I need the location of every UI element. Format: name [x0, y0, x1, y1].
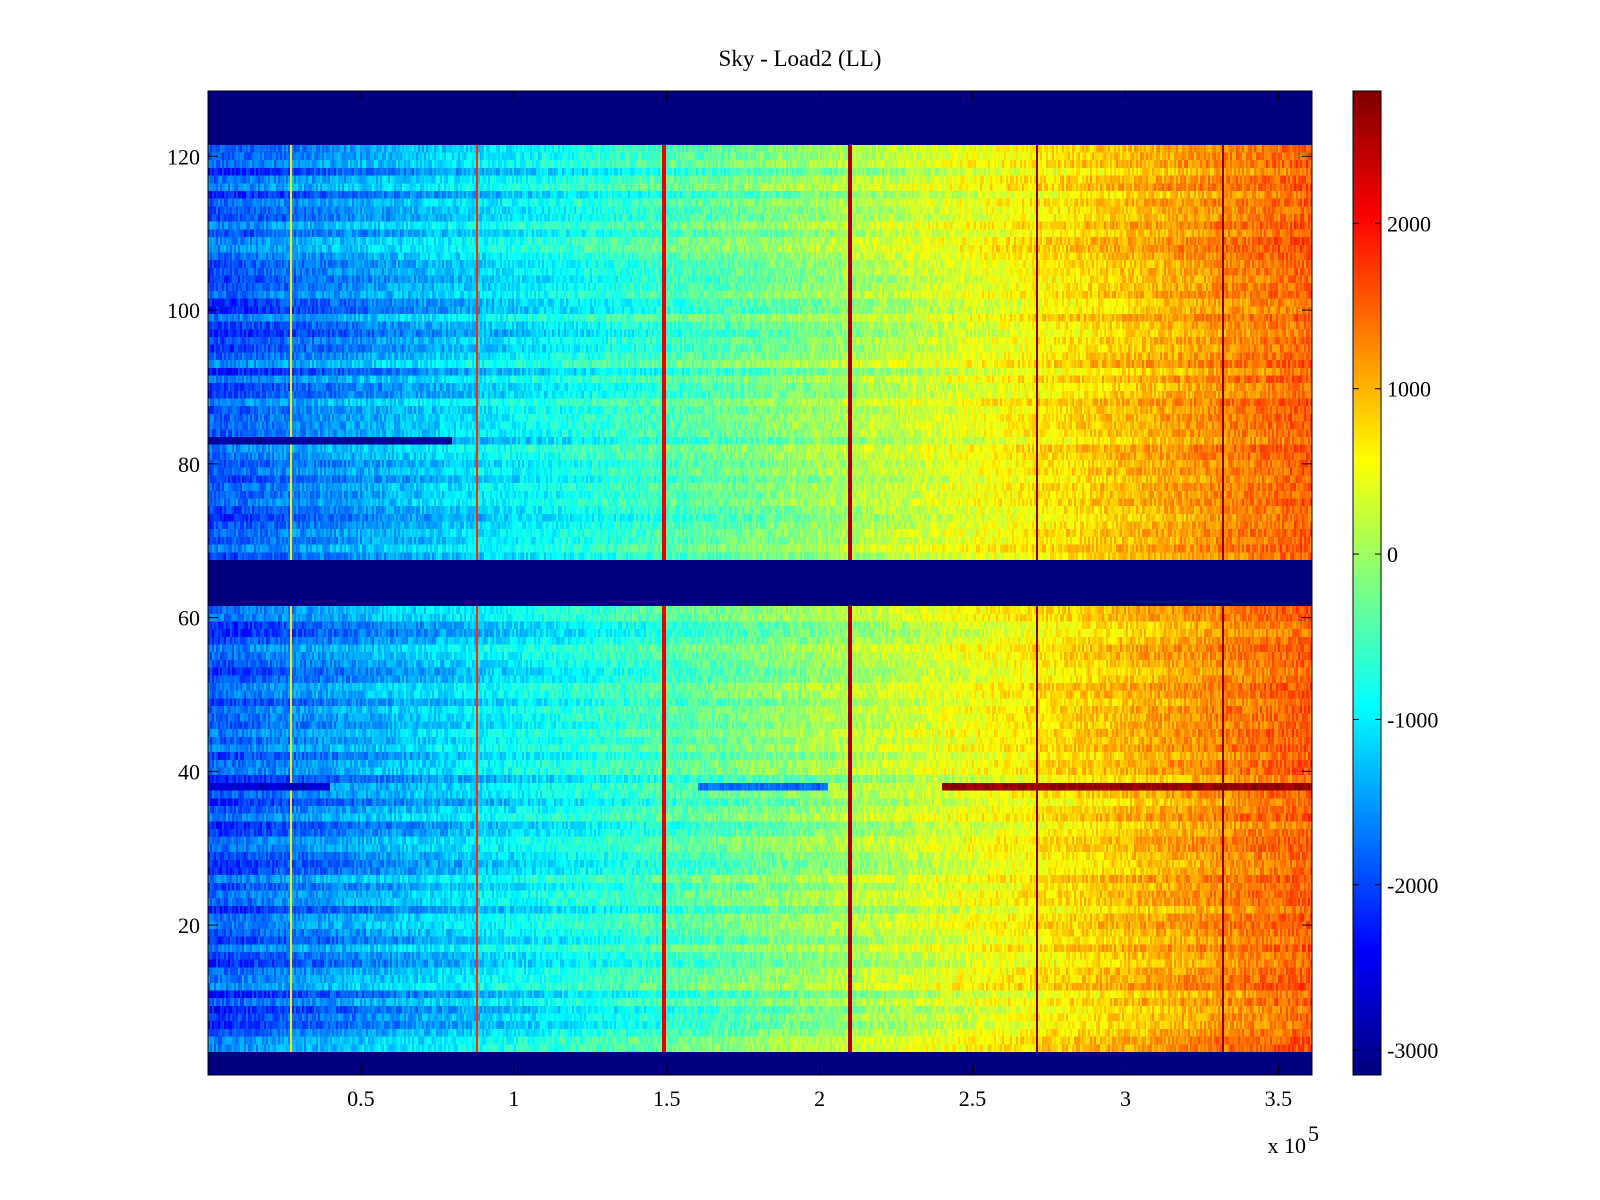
x-exponent-power: 5: [1308, 1121, 1319, 1146]
x-tick-label: 3: [1120, 1086, 1131, 1111]
chart-title: Sky - Load2 (LL): [718, 46, 882, 71]
colorbar-tick-label: -3000: [1387, 1038, 1438, 1063]
x-tick-label: 1.5: [653, 1086, 681, 1111]
heatmap-image: [208, 91, 1312, 1075]
x-tick-label: 2.5: [959, 1086, 987, 1111]
y-tick-label: 60: [178, 606, 200, 631]
colorbar-tick-label: 0: [1387, 542, 1398, 567]
x-tick-label: 2: [814, 1086, 825, 1111]
colorbar-image: [1353, 91, 1381, 1075]
y-tick-label: 40: [178, 759, 200, 784]
y-tick-label: 80: [178, 452, 200, 477]
colorbar-tick-label: -1000: [1387, 707, 1438, 732]
x-tick-label: 1: [508, 1086, 519, 1111]
x-exponent-label: x 10: [1268, 1133, 1307, 1158]
colorbar-tick-label: 2000: [1387, 211, 1431, 236]
plot-frame: [207, 90, 1313, 1076]
colorbar-tick-label: -2000: [1387, 873, 1438, 898]
colorbar-tick-label: 1000: [1387, 377, 1431, 402]
colorbar-frame: [1352, 90, 1382, 1076]
y-tick-label: 100: [167, 298, 200, 323]
y-tick-label: 20: [178, 913, 200, 938]
y-tick-label: 120: [167, 144, 200, 169]
x-tick-label: 0.5: [347, 1086, 375, 1111]
x-tick-label: 3.5: [1265, 1086, 1293, 1111]
